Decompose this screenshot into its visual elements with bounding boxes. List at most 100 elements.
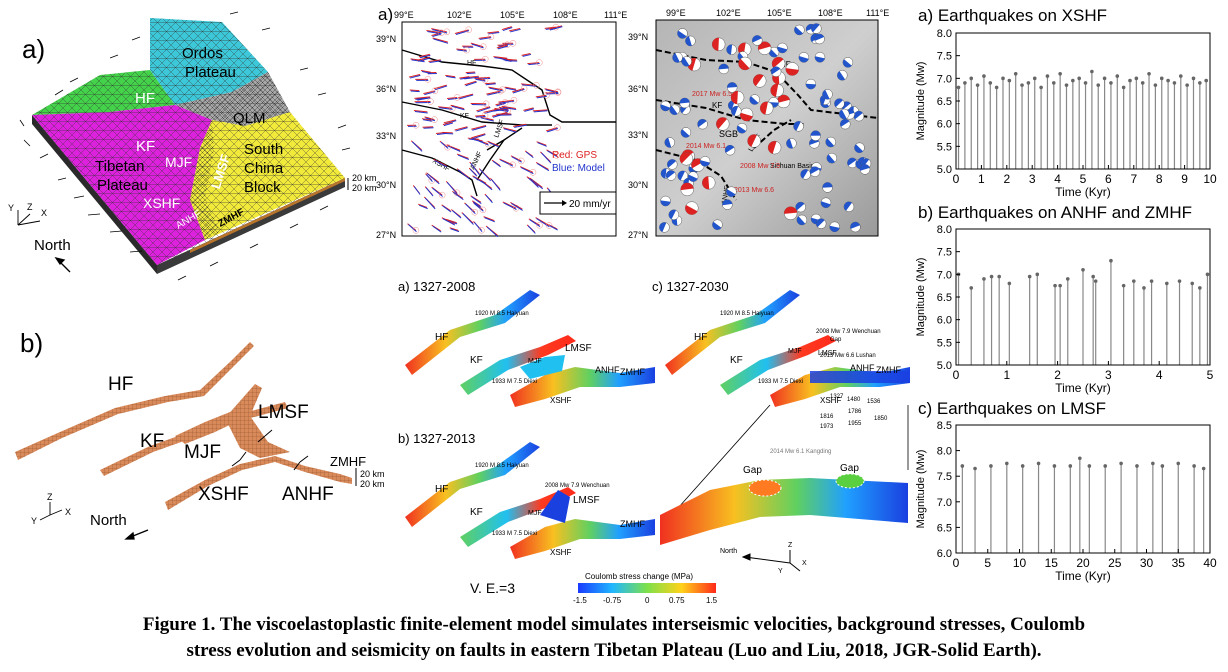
fault-label: ANHF	[850, 363, 875, 373]
gap-left-label: Gap	[743, 465, 762, 476]
model-vector	[446, 182, 458, 195]
magnitude-point	[1165, 281, 1169, 286]
model-vector	[415, 97, 431, 100]
beachball-quadrant	[712, 37, 719, 51]
beachball-quadrant	[725, 145, 735, 153]
beachball-quadrant	[760, 101, 768, 115]
magnitude-point	[1160, 464, 1165, 468]
beachball-quadrant	[825, 138, 835, 148]
fault-label: ZMHF	[620, 367, 645, 377]
magnitude-point	[1147, 72, 1151, 76]
velocity-map: a) 99°E 102°E 105°E 108°E 111°E 39°N 36°…	[376, 5, 627, 240]
beachball-quadrant	[805, 83, 816, 90]
north-arrow-icon	[54, 256, 71, 273]
error-ellipse	[529, 169, 537, 176]
magnitude-point	[1166, 78, 1170, 83]
figure-caption: Figure 1. The viscoelastoplastic finite-…	[0, 612, 1228, 664]
beachball-quadrant	[667, 159, 677, 168]
x-tick-label: 6	[1105, 172, 1112, 186]
model-vector	[447, 145, 461, 152]
magnitude-point	[1142, 286, 1146, 290]
gps-vector	[428, 59, 441, 62]
model-vector	[411, 59, 425, 63]
lon-tick: 111°E	[604, 10, 627, 20]
beachball-quadrant	[747, 134, 757, 147]
error-ellipse	[497, 87, 504, 95]
svg-text:1955: 1955	[848, 421, 862, 427]
model-vector	[455, 127, 468, 132]
model-vector	[439, 107, 453, 110]
model-vector	[529, 219, 541, 227]
magnitude-point	[982, 74, 986, 78]
y-axis-label: Magnitude (Mw)	[915, 62, 927, 141]
error-ellipse	[424, 76, 432, 83]
model-vector	[487, 91, 501, 96]
magnitude-point	[1109, 81, 1113, 85]
north-label: North	[34, 237, 71, 254]
y-tick-label: 7.5	[937, 247, 952, 259]
x-tick-label: 10	[1203, 172, 1217, 186]
error-ellipse	[453, 94, 461, 101]
model-vector	[457, 169, 470, 180]
model-vector	[514, 124, 527, 128]
lat-tick: 39°N	[628, 32, 648, 42]
x-tick-label: 1	[978, 172, 985, 186]
svg-text:2014 Mw 6.1: 2014 Mw 6.1	[686, 143, 726, 150]
fault-label: XSHF	[820, 396, 841, 405]
stress-panel-b-title: b) 1327-2013	[398, 431, 475, 446]
beachball-quadrant	[660, 168, 667, 179]
lon-tick: 102°E	[716, 8, 741, 18]
fault-label: ZMHF	[876, 365, 901, 375]
model-vector	[418, 57, 431, 62]
gps-vector	[521, 53, 531, 56]
svg-text:1973: 1973	[820, 424, 834, 430]
gps-vector	[465, 71, 475, 74]
lat-tick: 33°N	[628, 130, 648, 140]
model-vector	[427, 31, 442, 35]
gps-vector	[413, 109, 428, 113]
beachball-quadrant	[677, 170, 685, 181]
magnitude-point	[988, 81, 993, 85]
event-note: 2008 Mw 7.9 Wenchuan	[816, 329, 881, 335]
x-tick-label: 4	[1156, 368, 1163, 382]
x-tick-label: 0	[953, 556, 960, 570]
beachball-quadrant	[679, 152, 691, 164]
model-vector	[511, 156, 522, 163]
colorbar-tick: -1.5	[573, 596, 587, 605]
model-vector	[434, 85, 448, 91]
magnitude-point	[1007, 281, 1012, 286]
x-tick-label: 2	[1003, 172, 1010, 186]
model-vector	[492, 160, 501, 168]
gps-vector	[473, 138, 483, 142]
model-vector	[479, 37, 492, 40]
error-ellipse	[554, 124, 561, 131]
fault-geometry-figure: b) HF KF MJF LMSF XSHF ANHF ZMHF 20 km 2…	[15, 328, 385, 540]
model-vector	[499, 107, 509, 111]
event-note: 1920 M 8.5 Haiyuan	[720, 311, 774, 317]
gps-vector	[536, 141, 547, 146]
beachball-quadrant	[685, 36, 692, 46]
magnitude-point	[1178, 74, 1183, 78]
beachball-quadrant	[777, 46, 788, 53]
gps-vector	[487, 140, 499, 147]
fault-label: HF	[694, 332, 707, 343]
magnitude-point	[1134, 76, 1139, 81]
lat-tick: 36°N	[628, 84, 648, 94]
magnitude-point	[1185, 83, 1189, 87]
tibet-label-2: Plateau	[97, 177, 148, 194]
magnitude-point	[1026, 81, 1031, 85]
gps-vector	[433, 159, 447, 167]
error-ellipse	[444, 143, 451, 151]
x-tick-label: 5	[1080, 172, 1087, 186]
axis-label: Z	[788, 542, 793, 549]
gps-vector	[483, 216, 495, 222]
y-tick-label: 7.0	[937, 497, 952, 509]
magnitude-point	[1153, 83, 1158, 87]
svg-text:HF: HF	[467, 60, 476, 67]
beachball-quadrant	[738, 58, 750, 70]
map-frame	[655, 19, 879, 237]
scb-label-3: Block	[244, 179, 281, 196]
panel-label: b)	[20, 328, 43, 358]
lon-tick: 105°E	[500, 10, 525, 20]
magnitude-point	[969, 76, 974, 81]
